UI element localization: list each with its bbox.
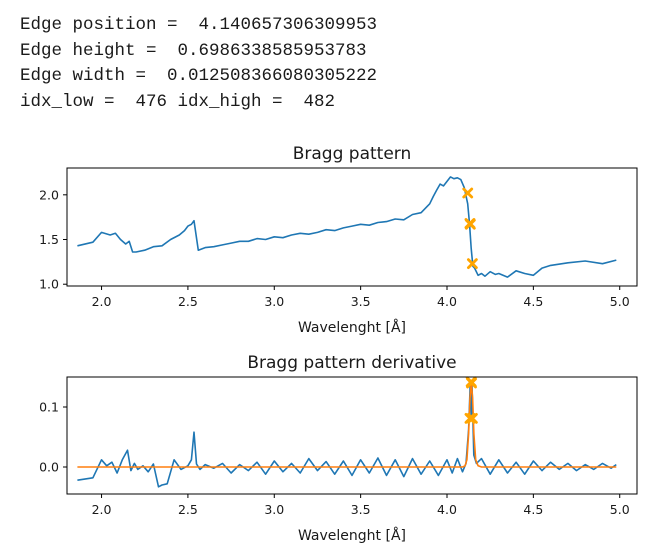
x-tick-label: 3.5 <box>351 294 371 309</box>
data-point-marker <box>464 218 476 230</box>
x-tick-label: 4.0 <box>437 294 457 309</box>
cell-output: Edge position = 4.140657306309953 Edge h… <box>20 13 377 115</box>
series-line <box>77 176 617 278</box>
x-tick-label: 2.0 <box>92 294 112 309</box>
edge-width-line: Edge width = 0.012508366080305222 <box>20 66 378 86</box>
x-tick-label: 2.0 <box>92 502 112 517</box>
x-tick-label: 4.5 <box>523 294 543 309</box>
x-axis-label: Wavelenght [Å] <box>298 527 406 544</box>
y-tick-label: 1.0 <box>39 277 59 292</box>
x-tick-label: 4.5 <box>523 502 543 517</box>
edge-height-line: Edge height = 0.6986338585953783 <box>20 40 367 61</box>
data-point-marker <box>466 258 478 270</box>
x-tick-label: 2.5 <box>178 502 198 517</box>
x-tick-label: 5.0 <box>610 502 630 517</box>
data-point-marker <box>466 413 478 424</box>
chart-2: Bragg pattern derivative 2.0 2.5 3.0 3.5 4.0 4… <box>39 353 638 544</box>
series-line <box>77 381 617 468</box>
data-point-marker <box>466 377 477 389</box>
x-tick-label: 3.5 <box>351 502 371 517</box>
data-point-marker <box>462 187 474 199</box>
x-tick-label: 2.5 <box>178 294 198 309</box>
y-tick-label: 1.5 <box>39 232 59 247</box>
x-tick-label: 5.0 <box>610 294 630 309</box>
chart-title: Bragg pattern <box>293 144 412 164</box>
data-point-marker <box>464 413 476 424</box>
y-tick-label: 0.0 <box>39 460 59 475</box>
plot-frame <box>66 167 638 287</box>
chart-title: Bragg pattern derivative <box>247 353 456 373</box>
y-tick-label: 0.1 <box>39 400 59 415</box>
series-line <box>77 380 617 488</box>
plot-frame <box>66 376 638 495</box>
x-tick-label: 3.0 <box>264 294 284 309</box>
chart-1: Bragg pattern 2.0 2.5 3.0 3.5 4.0 4.5 5.0 1.0 1.5… <box>39 144 638 336</box>
x-axis-label: Wavelenght [Å] <box>298 319 406 336</box>
x-tick-label: 3.0 <box>264 502 284 517</box>
x-tick-label: 4.0 <box>437 502 457 517</box>
edge-position-line: Edge position = 4.140657306309953 <box>20 15 378 35</box>
index-range-line: idx_low = 476 idx_high = 482 <box>20 91 336 112</box>
y-tick-label: 2.0 <box>39 187 59 202</box>
